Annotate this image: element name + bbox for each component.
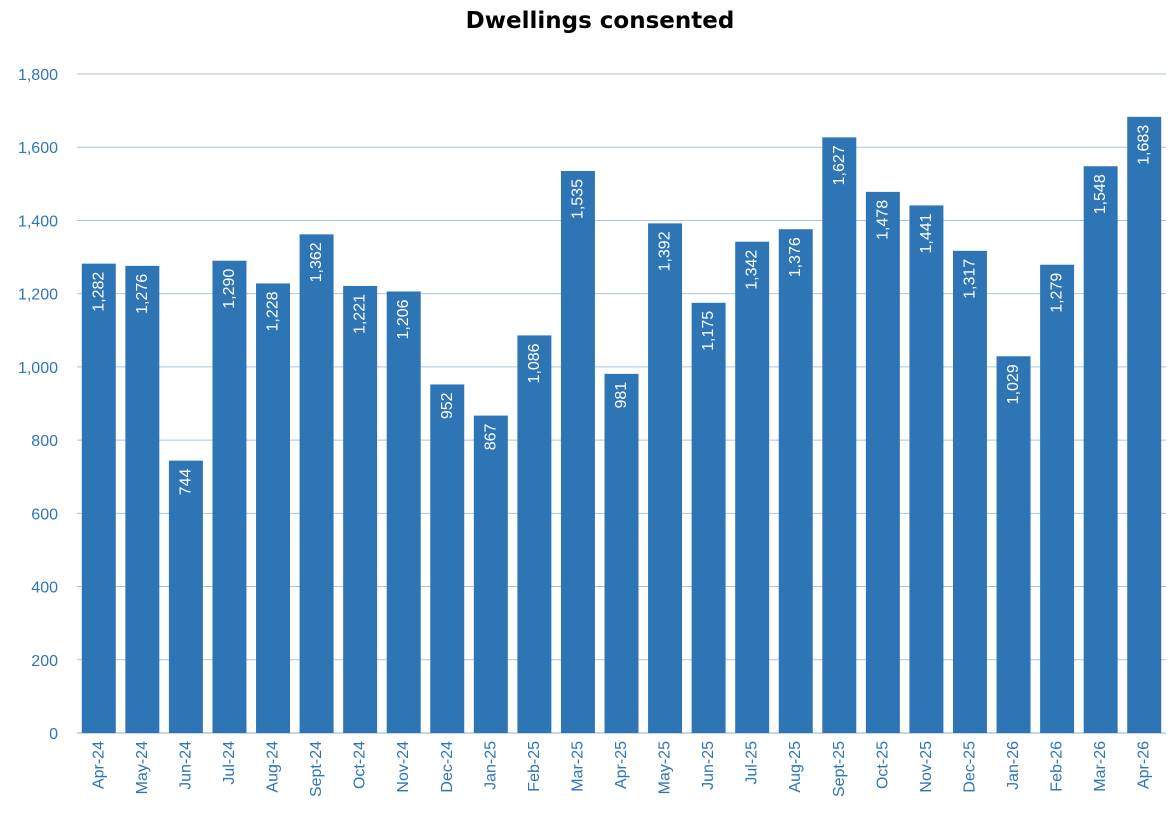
y-tick-label: 1,000: [18, 360, 58, 377]
x-tick-label: Apr-25: [613, 741, 630, 789]
bar: [778, 229, 813, 733]
x-tick-label: Mar-25: [569, 741, 586, 792]
data-label: 1,276: [134, 274, 151, 314]
data-label: 1,627: [831, 145, 848, 185]
y-tick-label: 800: [31, 433, 58, 450]
y-tick-label: 1,200: [18, 287, 58, 304]
x-tick-label: Aug-24: [265, 741, 282, 793]
x-tick-label: Apr-26: [1136, 741, 1153, 789]
data-label: 1,441: [918, 213, 935, 253]
x-tick-label: May-25: [657, 741, 674, 794]
bar: [343, 285, 378, 733]
x-tick-label: Dec-25: [961, 741, 978, 793]
data-label: 1,029: [1005, 364, 1022, 404]
bar: [212, 260, 247, 733]
x-tick-label: Oct-24: [352, 741, 369, 789]
x-tick-label: May-24: [134, 741, 151, 794]
x-tick-label: Sept-25: [831, 741, 848, 797]
bar: [430, 384, 465, 733]
data-label: 1,228: [265, 291, 282, 331]
y-tick-label: 400: [31, 580, 58, 597]
bar: [560, 171, 595, 734]
y-tick-label: 600: [31, 506, 58, 523]
data-label: 744: [177, 469, 194, 496]
x-tick-label: Dec-24: [439, 741, 456, 793]
data-label: 1,376: [787, 237, 804, 277]
x-tick-label: Jun-25: [700, 741, 717, 790]
x-tick-label: Mar-26: [1092, 741, 1109, 792]
bar: [1083, 166, 1118, 733]
bar: [386, 291, 421, 733]
x-tick-label: Sept-24: [308, 741, 325, 797]
data-label: 867: [482, 423, 499, 450]
bar: [473, 415, 508, 733]
data-label: 1,282: [90, 272, 107, 312]
y-tick-label: 0: [49, 726, 58, 743]
x-tick-label: Feb-25: [526, 741, 543, 792]
bar: [822, 137, 857, 733]
bar: [168, 460, 203, 733]
bar: [865, 191, 900, 734]
data-label: 1,362: [308, 242, 325, 282]
x-tick-label: Nov-25: [918, 741, 935, 793]
x-tick-label: Jul-24: [221, 741, 238, 785]
y-tick-label: 1,800: [18, 67, 58, 84]
bar: [691, 302, 726, 733]
data-label: 1,478: [874, 200, 891, 240]
y-tick-label: 200: [31, 653, 58, 670]
x-tick-label: Oct-25: [874, 741, 891, 789]
data-label: 1,317: [961, 259, 978, 299]
bar: [735, 241, 770, 733]
bar: [604, 373, 639, 733]
data-label: 1,392: [657, 231, 674, 271]
data-label: 1,175: [700, 311, 717, 351]
bar: [909, 205, 944, 733]
data-label: 1,683: [1136, 125, 1153, 165]
bar: [1040, 264, 1075, 733]
data-label: 1,206: [395, 299, 412, 339]
data-label: 981: [613, 382, 630, 409]
data-label: 1,221: [352, 294, 369, 334]
x-tick-label: Jan-26: [1005, 741, 1022, 790]
bar: [299, 234, 334, 733]
x-tick-label: Apr-24: [90, 741, 107, 789]
y-tick-label: 1,600: [18, 140, 58, 157]
x-tick-label: Jun-24: [177, 741, 194, 790]
bar: [517, 335, 552, 733]
chart-title: Dwellings consented: [465, 8, 735, 34]
bar: [648, 223, 683, 733]
data-label: 1,342: [744, 250, 761, 290]
data-label: 1,535: [569, 179, 586, 219]
data-label: 1,086: [526, 343, 543, 383]
bar: [125, 265, 160, 733]
bar: [81, 263, 116, 733]
x-tick-label: Jan-25: [482, 741, 499, 790]
y-tick-label: 1,400: [18, 213, 58, 230]
data-label: 1,548: [1092, 174, 1109, 214]
x-tick-label: Aug-25: [787, 741, 804, 793]
data-label: 1,290: [221, 269, 238, 309]
bar: [256, 283, 291, 733]
x-tick-label: Nov-24: [395, 741, 412, 793]
data-label: 1,279: [1049, 273, 1066, 313]
bar: [996, 356, 1031, 733]
x-tick-label: Feb-26: [1049, 741, 1066, 792]
x-tick-label: Jul-25: [744, 741, 761, 785]
bar: [1127, 116, 1162, 733]
bar: [952, 250, 987, 733]
data-label: 952: [439, 392, 456, 419]
